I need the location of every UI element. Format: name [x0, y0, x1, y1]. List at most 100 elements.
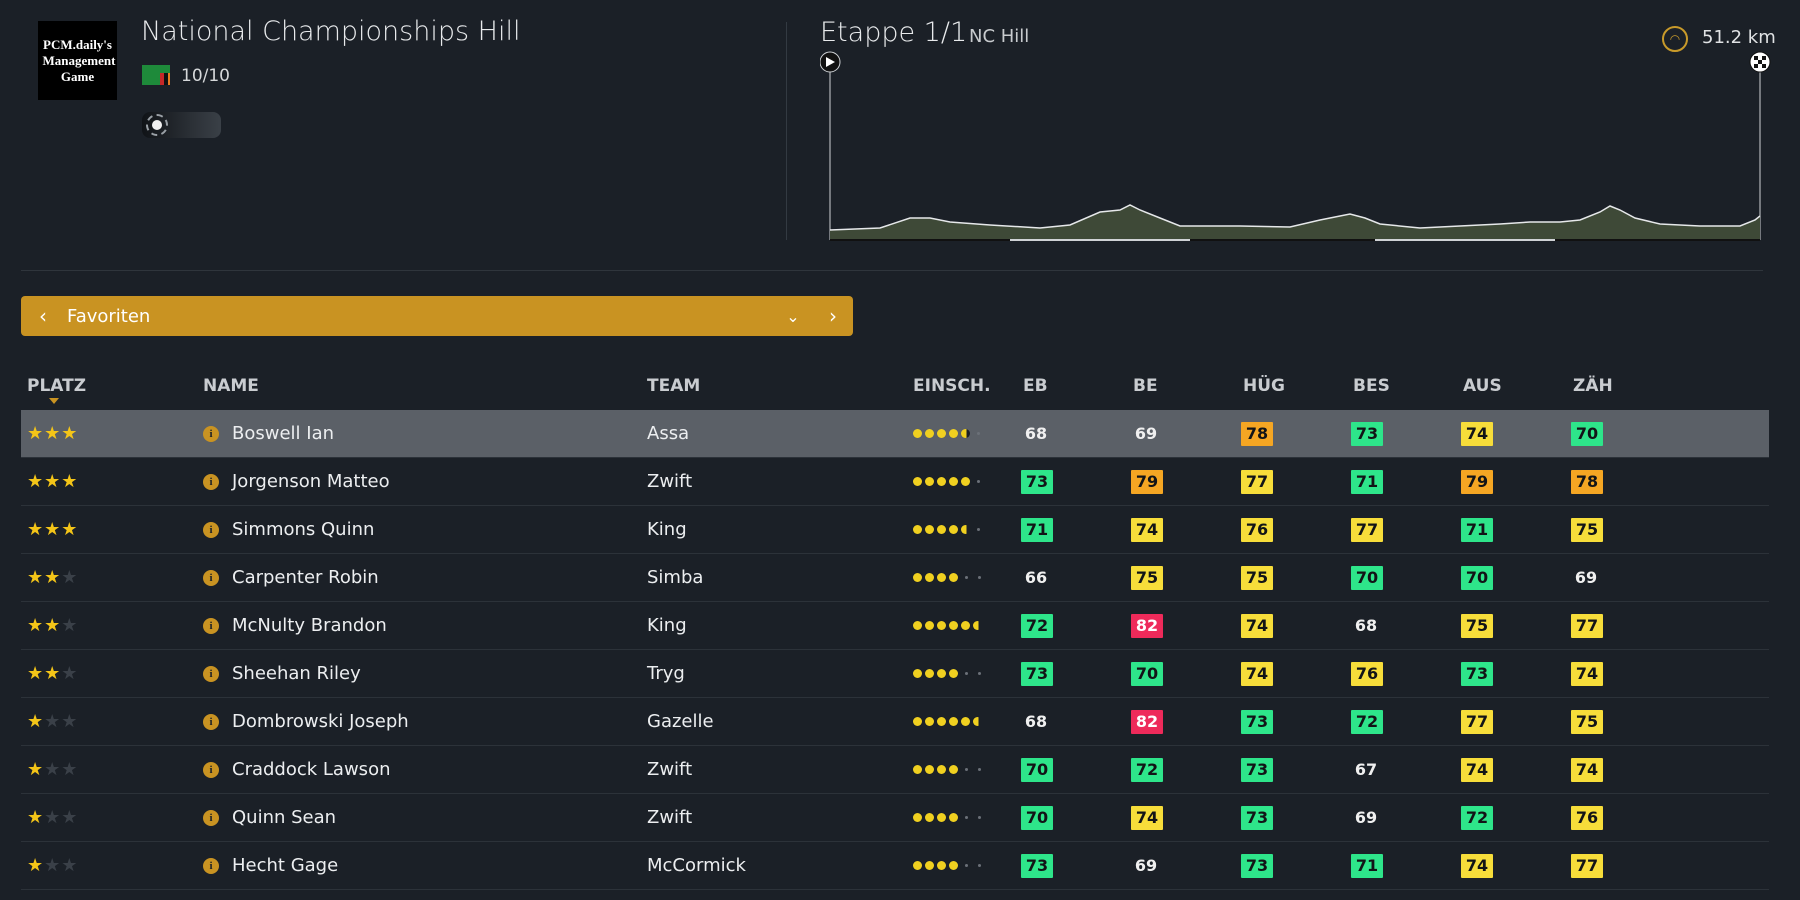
form-dot-empty [978, 864, 981, 867]
rider-name[interactable]: Simmons Quinn [232, 519, 375, 540]
form-dot [937, 717, 946, 726]
stat-bes: 77 [1351, 506, 1383, 553]
filter-select[interactable]: Favoriten [67, 305, 151, 327]
rider-team[interactable]: Zwift [647, 807, 693, 828]
table-row[interactable]: ★ ★ ★ i McNulty Brandon King 72 82 74 68 75 77 [21, 602, 1769, 650]
form-dot-half [973, 717, 982, 726]
rider-name[interactable]: Sheehan Riley [232, 663, 361, 684]
column-header-name[interactable]: NAME [203, 376, 259, 396]
table-row[interactable]: ★ ★ ★ i Simmons Quinn King 71 74 76 77 71 75 [21, 506, 1769, 554]
table-row[interactable]: ★ ★ ★ i Jorgenson Matteo Zwift 73 79 77 71 79 78 [21, 458, 1769, 506]
stat-value: 73 [1241, 709, 1273, 734]
rider-info-button[interactable]: i [203, 746, 219, 793]
stat-value: 82 [1131, 709, 1163, 734]
stat-value: 72 [1131, 757, 1163, 782]
stat-value: 74 [1461, 853, 1493, 878]
rating-stars: ★ ★ ★ [27, 410, 78, 457]
weather-toggle[interactable] [142, 112, 221, 138]
table-row[interactable]: ★ ★ ★ i Boswell Ian Assa 68 69 78 73 74 70 [21, 410, 1769, 458]
table-row[interactable]: ★ ★ ★ i Quinn Sean Zwift 70 74 73 69 72 76 [21, 794, 1769, 842]
stat-aus: 73 [1461, 650, 1493, 697]
rider-info-button[interactable]: i [203, 650, 219, 697]
previous-filter-button[interactable]: ‹ [39, 304, 47, 328]
rider-team[interactable]: King [647, 615, 687, 636]
stat-value: 77 [1571, 853, 1603, 878]
column-header-team[interactable]: TEAM [647, 376, 701, 396]
rider-name[interactable]: McNulty Brandon [232, 615, 387, 636]
stat-bes: 67 [1351, 746, 1381, 793]
form-rating [913, 746, 987, 793]
form-dot-empty [965, 816, 968, 819]
stat-value: 74 [1571, 661, 1603, 686]
favorites-count: 10/10 [181, 66, 230, 86]
form-dot-half [961, 525, 970, 534]
column-header-zah[interactable]: ZÄH [1573, 376, 1613, 396]
rider-team[interactable]: McCormick [647, 855, 746, 876]
form-dot [925, 813, 934, 822]
table-row[interactable]: ★ ★ ★ i Carpenter Robin Simba 66 75 75 70 70 69 [21, 554, 1769, 602]
rider-info-button[interactable]: i [203, 554, 219, 601]
table-row[interactable]: ★ ★ ★ i Hecht Gage McCormick 73 69 73 71 74 77 [21, 842, 1769, 890]
chevron-down-icon[interactable]: ⌄ [786, 306, 800, 326]
stat-value: 79 [1461, 469, 1493, 494]
rider-info-button[interactable]: i [203, 698, 219, 745]
rider-team[interactable]: Assa [647, 423, 690, 444]
star-icon: ★ [61, 663, 79, 684]
form-dot [913, 525, 922, 534]
rider-team[interactable]: Tryg [647, 663, 685, 684]
column-header-be[interactable]: BE [1133, 376, 1158, 396]
column-header-bes[interactable]: BES [1353, 376, 1390, 396]
table-row[interactable]: ★ ★ ★ i Sheehan Riley Tryg 73 70 74 76 73 74 [21, 650, 1769, 698]
form-dot-empty [965, 768, 968, 771]
rider-name[interactable]: Hecht Gage [232, 855, 339, 876]
rider-info-button[interactable]: i [203, 506, 219, 553]
star-icon: ★ [61, 855, 79, 876]
rider-name[interactable]: Carpenter Robin [232, 567, 379, 588]
form-dot [949, 429, 958, 438]
rider-team[interactable]: King [647, 519, 687, 540]
rider-name[interactable]: Dombrowski Joseph [232, 711, 409, 732]
rider-info-button[interactable]: i [203, 410, 219, 457]
column-header-eb[interactable]: EB [1023, 376, 1048, 396]
star-icon: ★ [61, 423, 79, 444]
table-row[interactable]: ★ ★ ★ i Craddock Lawson Zwift 70 72 73 67 74 74 [21, 746, 1769, 794]
stat-value: 72 [1351, 709, 1383, 734]
column-header-platz[interactable]: PLATZ [27, 376, 87, 396]
stat-value: 70 [1021, 805, 1053, 830]
table-row[interactable]: ★ ★ ★ i Dombrowski Joseph Gazelle 68 82 73 72 77 75 [21, 698, 1769, 746]
rider-info-button[interactable]: i [203, 794, 219, 841]
star-icon: ★ [27, 663, 45, 684]
rider-info-button[interactable]: i [203, 842, 219, 889]
rider-name[interactable]: Jorgenson Matteo [232, 471, 390, 492]
rider-team[interactable]: Zwift [647, 759, 693, 780]
column-header-aus[interactable]: AUS [1463, 376, 1502, 396]
form-dot [949, 525, 958, 534]
rider-info-button[interactable]: i [203, 458, 219, 505]
stat-value: 82 [1131, 613, 1163, 638]
stat-aus: 75 [1461, 602, 1493, 649]
rider-name[interactable]: Boswell Ian [232, 423, 335, 444]
stage-profile-chart[interactable] [820, 50, 1780, 245]
section-divider [21, 270, 1763, 271]
header-divider [786, 22, 787, 240]
stat-value: 73 [1021, 661, 1053, 686]
stat-be: 72 [1131, 746, 1163, 793]
rider-team[interactable]: Simba [647, 567, 704, 588]
stat-value: 72 [1021, 613, 1053, 638]
rider-team[interactable]: Zwift [647, 471, 693, 492]
rider-name[interactable]: Craddock Lawson [232, 759, 391, 780]
stat-be: 74 [1131, 506, 1163, 553]
stat-zah: 77 [1571, 842, 1603, 889]
column-header-einsch[interactable]: EINSCH. [913, 376, 991, 396]
rating-stars: ★ ★ ★ [27, 458, 78, 505]
rider-info-button[interactable]: i [203, 602, 219, 649]
rider-team[interactable]: Gazelle [647, 711, 714, 732]
form-dot [949, 813, 958, 822]
rider-filter-bar: ‹ Favoriten ⌄ › [21, 296, 853, 336]
stat-value: 74 [1241, 613, 1273, 638]
stat-aus: 74 [1461, 410, 1493, 457]
column-header-hug[interactable]: HÜG [1243, 376, 1285, 396]
stat-value: 73 [1351, 421, 1383, 446]
next-filter-button[interactable]: › [829, 304, 837, 328]
rider-name[interactable]: Quinn Sean [232, 807, 337, 828]
